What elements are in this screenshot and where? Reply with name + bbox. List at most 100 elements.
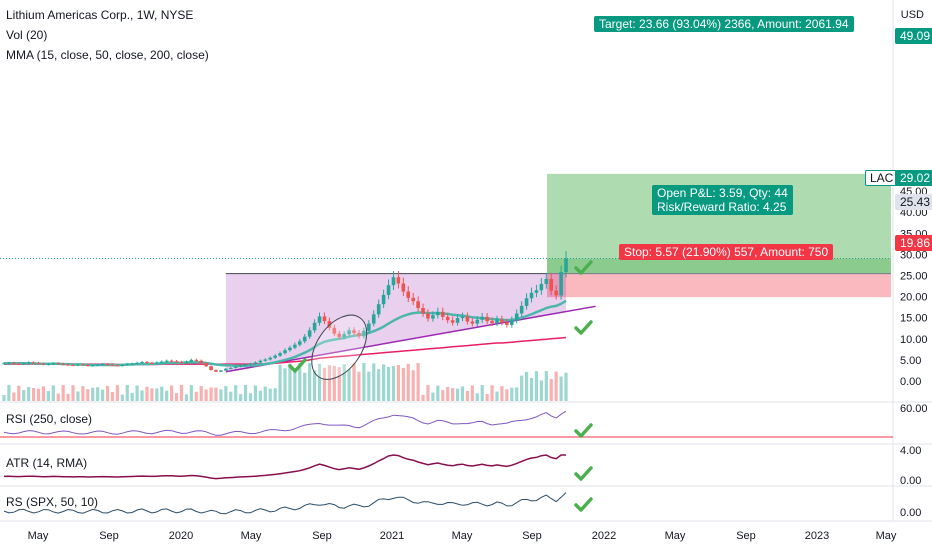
volume-bar (416, 363, 420, 401)
volume-bar (263, 386, 267, 401)
candle-body (258, 360, 263, 363)
volume-bar (362, 363, 366, 401)
legend-title[interactable]: Lithium Americas Corp., 1W, NYSE (6, 8, 194, 22)
volume-bar (460, 386, 465, 401)
candle-body (431, 315, 435, 319)
atr-tick-label: 4.00 (900, 445, 921, 457)
legend-rsi[interactable]: RSI (250, close) (6, 412, 93, 426)
candle-body (298, 341, 302, 345)
volume-bar (327, 365, 331, 401)
volume-bar (12, 392, 16, 401)
candle-body (263, 359, 268, 361)
candle-body (12, 362, 16, 364)
volume-bar (7, 385, 11, 401)
volume-bar (110, 392, 115, 401)
volume-bar (91, 387, 95, 401)
x-tick-label: May (241, 530, 262, 542)
candle-body (46, 364, 51, 366)
stop-zone (547, 273, 891, 298)
volume-bar (199, 386, 203, 401)
candle-body (86, 364, 90, 366)
candle-body (135, 362, 139, 364)
candle-body (214, 370, 218, 372)
check-mark (574, 423, 593, 438)
candle-body (342, 334, 346, 338)
volume-bar (209, 387, 213, 401)
candle-body (455, 318, 460, 323)
volume-bar (357, 371, 361, 401)
volume-bar (490, 385, 494, 401)
volume-bar (189, 385, 193, 401)
volume-bar (337, 367, 341, 401)
volume-bar (431, 392, 435, 401)
volume-bar (86, 389, 90, 401)
legend-mma[interactable]: MMA (15, close, 50, close, 200, close) (6, 48, 209, 62)
check-mark (288, 358, 307, 373)
volume-bar (51, 385, 55, 401)
volume-bar (347, 369, 351, 401)
candle-body (115, 365, 120, 367)
rsi-line (3, 410, 567, 436)
candle-body (509, 320, 514, 325)
candle-body (436, 311, 440, 316)
volume-bar (278, 364, 282, 401)
open-pnl-zone (547, 258, 891, 274)
candle-body (445, 316, 450, 321)
candle-body (386, 285, 391, 295)
candle-body (514, 313, 519, 321)
candle-body (465, 316, 470, 322)
volume-bar (559, 376, 563, 401)
candle-body (406, 291, 411, 298)
volume-bar (155, 388, 159, 401)
check-mark (574, 260, 593, 275)
candle-body (480, 316, 485, 320)
volume-bar (31, 388, 36, 401)
volume-bar (352, 363, 356, 401)
x-tick-label: May (665, 530, 686, 542)
volume-bar (165, 390, 169, 401)
volume-bar (446, 386, 450, 401)
volume-bar (426, 385, 430, 401)
candle-body (21, 363, 26, 365)
ellipse-shape (311, 314, 368, 380)
candle-body (105, 364, 110, 366)
candle-body (283, 350, 287, 354)
volume-bar (96, 387, 100, 401)
check-mark (574, 497, 593, 512)
legend-volume[interactable]: Vol (20) (6, 28, 48, 42)
volume-bar (115, 385, 119, 401)
candle-body (224, 368, 228, 371)
triangle-drawing[interactable] (225, 273, 596, 373)
candle-body (56, 363, 61, 365)
volume-bar (391, 365, 396, 401)
candle-body (322, 316, 327, 322)
candle-body (332, 327, 337, 334)
candle-body (159, 361, 164, 363)
candle-body (347, 330, 351, 335)
candle-body (475, 319, 480, 324)
legend-rs[interactable]: RS (SPX, 50, 10) (6, 495, 99, 509)
candle-body (539, 283, 544, 291)
candle-body (26, 362, 31, 364)
candle-body (164, 360, 169, 362)
candle-body (450, 320, 455, 323)
indicator-lines (0, 410, 893, 515)
candle-body (194, 359, 199, 361)
rs-line (3, 492, 567, 515)
ellipse-drawing[interactable] (301, 305, 378, 389)
volume-bar (520, 375, 524, 401)
legend-atr[interactable]: ATR (14, RMA) (6, 456, 88, 470)
candle-body (2, 363, 6, 365)
candle-body (500, 319, 504, 323)
risk-reward-label: Risk/Reward Ratio: 4.25 (657, 200, 787, 214)
candle-body (51, 363, 56, 365)
candle-body (317, 316, 322, 323)
check-marks[interactable] (288, 260, 593, 512)
candle-body (248, 363, 253, 365)
candle-body (31, 362, 36, 364)
open-pnl-label: Open P&L: 3.59, Qty: 44 (657, 186, 788, 200)
x-tick-label: May (28, 530, 49, 542)
volume-bar (234, 385, 238, 401)
candle-body (228, 367, 233, 369)
